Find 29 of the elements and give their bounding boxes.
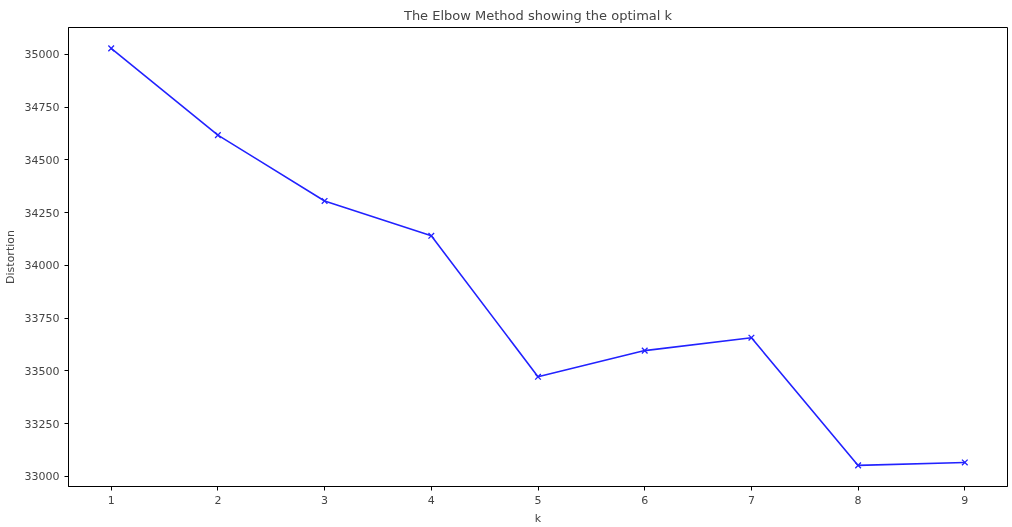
x-tick-label: 7 bbox=[747, 493, 755, 507]
chart-title: The Elbow Method showing the optimal k bbox=[402, 7, 673, 23]
x-tick-label: 4 bbox=[427, 493, 435, 507]
y-tick-label: 35000 bbox=[24, 48, 60, 62]
x-tick-label: 1 bbox=[107, 493, 115, 507]
y-tick-label: 33000 bbox=[24, 470, 60, 484]
x-tick-label: 6 bbox=[641, 493, 649, 507]
y-tick-label: 34500 bbox=[24, 153, 60, 167]
x-tick-label: 5 bbox=[534, 493, 542, 507]
y-tick-label: 33250 bbox=[24, 417, 60, 431]
y-tick-label: 34000 bbox=[24, 259, 60, 273]
y-tick-label: 34250 bbox=[24, 206, 60, 220]
point bbox=[641, 347, 649, 355]
x-tick-label: 2 bbox=[214, 493, 222, 507]
point bbox=[427, 232, 435, 240]
y-tick-label: 33750 bbox=[24, 312, 60, 326]
point bbox=[961, 458, 969, 466]
y-tick-label: 34750 bbox=[24, 101, 60, 115]
point bbox=[854, 461, 862, 469]
point bbox=[321, 197, 329, 205]
x-axis-title: k bbox=[534, 511, 542, 525]
point bbox=[747, 334, 755, 342]
point bbox=[534, 373, 542, 381]
x-tick-label: 8 bbox=[854, 493, 862, 507]
y-axis-title: Distortion bbox=[3, 230, 17, 284]
x-tick-label: 9 bbox=[961, 493, 969, 507]
y-tick-label: 33500 bbox=[24, 364, 60, 378]
point bbox=[107, 44, 115, 52]
x-tick-label: 3 bbox=[321, 493, 329, 507]
